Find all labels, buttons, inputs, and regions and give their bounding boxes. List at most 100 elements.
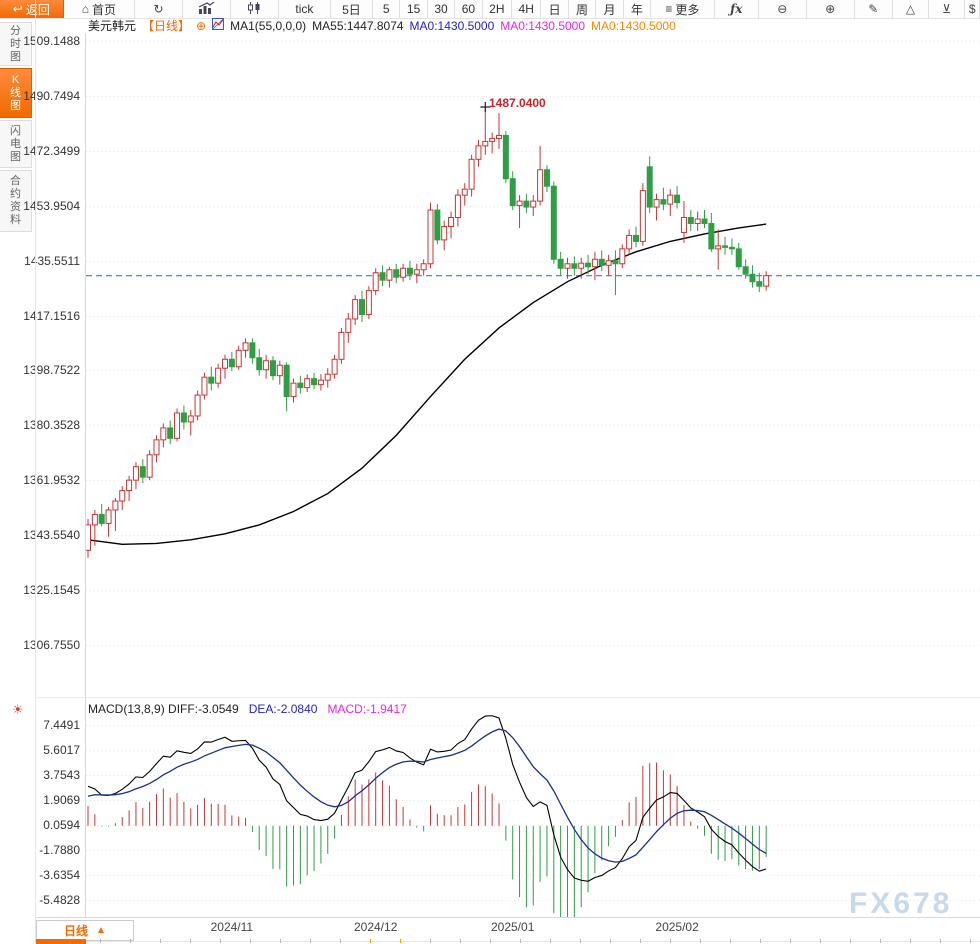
price-axis-tick: 1472.3499 — [23, 143, 80, 158]
macd-header: MACD(13,8,9) DIFF:-3.0549 DEA:-2.0840 MA… — [88, 702, 407, 716]
ma1-label: MA1(55,0,0,0) — [230, 18, 307, 33]
interval-day[interactable]: 日 — [541, 0, 569, 18]
interval-year-label: 年 — [630, 2, 643, 17]
more-button-label: 更多 — [675, 2, 700, 17]
draw-icon: ✎ — [868, 2, 879, 16]
macd-axis-tick: -5.4828 — [39, 893, 80, 907]
macd-diff-label: MACD(13,8,9) DIFF:-3.0549 — [88, 702, 239, 716]
watermark-logo: FX678 — [849, 887, 953, 920]
period-tag: 【日线】 — [142, 19, 191, 33]
macd-axis-tick: 1.9069 — [43, 793, 80, 807]
interval-2h[interactable]: 2H — [483, 0, 513, 18]
bar-chart-button[interactable] — [183, 0, 232, 18]
price-axis-tick: 1343.5540 — [23, 528, 80, 543]
interval-15m[interactable]: 15 — [400, 0, 428, 18]
strip-tick — [850, 939, 851, 943]
macd-axis-tick: 7.4491 — [43, 718, 80, 732]
zoom-out-button[interactable]: ⊖ — [759, 0, 807, 18]
time-axis-label: 2024/11 — [210, 920, 254, 934]
zoom-out-icon: ⊖ — [777, 2, 788, 16]
price-axis-tick: 1361.9532 — [23, 473, 80, 488]
interval-4h[interactable]: 4H — [512, 0, 542, 18]
home-button[interactable]: ⌂ 首页 — [64, 0, 136, 18]
interval-5d[interactable]: 5日 — [331, 0, 373, 18]
price-axis-tick: 1490.7494 — [23, 88, 80, 103]
strip-tick — [190, 939, 191, 943]
strip-tick — [790, 939, 791, 943]
price-axis-tick: 1325.1545 — [23, 583, 80, 598]
interval-tick[interactable]: tick — [279, 0, 331, 18]
interval-60m-label: 60 — [461, 2, 476, 16]
ma-chart-icon — [212, 18, 225, 33]
back-button[interactable]: ↩ 返回 — [0, 0, 64, 18]
draw-button[interactable]: ✎ — [855, 0, 893, 18]
strip-slider[interactable] — [36, 939, 86, 944]
fx-icon: ƒx — [730, 2, 743, 16]
interval-5m-label: 5 — [382, 2, 390, 16]
ma0-magenta-value: MA0:1430.5000 — [500, 18, 586, 33]
kline-chart-button[interactable] — [231, 0, 279, 18]
dollar-icon: $ — [968, 2, 976, 16]
macd-axis-tick: 5.6017 — [43, 743, 80, 757]
interval-5d-label: 5日 — [342, 2, 361, 17]
tab-time-chart[interactable]: 分时图 — [0, 22, 32, 66]
indicator-settings-icon[interactable]: ☀ — [12, 702, 24, 717]
strip-tick — [700, 939, 701, 943]
macd-dea-label: DEA:-2.0840 — [248, 702, 318, 716]
timeline-strip[interactable] — [0, 937, 980, 944]
interval-tick-label: tick — [295, 2, 314, 16]
price-axis-tick: 1398.7522 — [23, 363, 80, 378]
dollar-button[interactable]: $ — [965, 0, 980, 18]
interval-5m[interactable]: 5 — [373, 0, 401, 18]
time-axis-label: 2024/12 — [353, 920, 398, 934]
period-selector-button[interactable]: 日线 ▲ — [36, 920, 134, 941]
interval-30m[interactable]: 30 — [428, 0, 456, 18]
home-icon: ⌂ — [81, 2, 89, 16]
triangle-up-icon: ▲ — [96, 925, 106, 936]
strip-tick — [580, 939, 581, 943]
indicator-fx-button[interactable]: ƒx — [715, 0, 759, 18]
chart-title-row: 美元韩元 【日线】 ⊕ MA1(55,0,0,0) MA55:1447.8074… — [88, 18, 676, 33]
interval-2h-label: 2H — [489, 2, 505, 16]
time-axis-label: 2025/02 — [655, 920, 699, 934]
strip-tick — [400, 939, 401, 943]
interval-week-label: 周 — [576, 2, 589, 17]
ma55-value: MA55:1447.8074 — [312, 18, 404, 33]
symbol-name: 美元韩元 — [88, 19, 137, 33]
zoom-in-icon: ⊕ — [825, 2, 836, 16]
interval-month[interactable]: 月 — [596, 0, 624, 18]
zoom-in-button[interactable]: ⊕ — [807, 0, 855, 18]
refresh-button[interactable]: ↻ — [135, 0, 184, 18]
macd-axis-tick: -1.7880 — [39, 843, 80, 857]
back-icon: ↩ — [12, 2, 23, 16]
strip-tick — [760, 939, 761, 943]
tab-flash-chart[interactable]: 闪电图 — [0, 120, 32, 168]
time-axis-label: 2025/01 — [490, 920, 535, 934]
strip-tick — [670, 939, 671, 943]
back-button-label: 返回 — [25, 2, 50, 17]
strip-tick — [490, 939, 491, 943]
price-axis-tick: 1380.3528 — [23, 418, 80, 433]
add-indicator-icon[interactable]: ⊕ — [196, 18, 207, 33]
strip-tick — [340, 939, 341, 943]
check-down-icon: ⊻ — [942, 2, 952, 16]
more-button[interactable]: ≡ 更多 — [651, 0, 715, 18]
interval-60m[interactable]: 60 — [455, 0, 483, 18]
collapse-tool-button[interactable]: ⊻ — [929, 0, 966, 18]
strip-tick — [310, 939, 311, 943]
interval-year[interactable]: 年 — [624, 0, 652, 18]
price-axis-tick: 1509.1488 — [23, 34, 80, 48]
macd-axis-tick: -3.6354 — [39, 868, 80, 882]
triangle-up-icon: △ — [905, 2, 916, 16]
interval-4h-label: 4H — [518, 2, 534, 16]
interval-day-label: 日 — [548, 2, 561, 17]
interval-week[interactable]: 周 — [569, 0, 597, 18]
strip-tick — [100, 939, 101, 943]
triangle-tool-button[interactable]: △ — [893, 0, 930, 18]
bar-chart-icon — [198, 1, 215, 16]
tab-contract-info[interactable]: 合约资料 — [0, 170, 32, 232]
strip-tick — [820, 939, 821, 943]
interval-month-label: 月 — [603, 2, 616, 17]
